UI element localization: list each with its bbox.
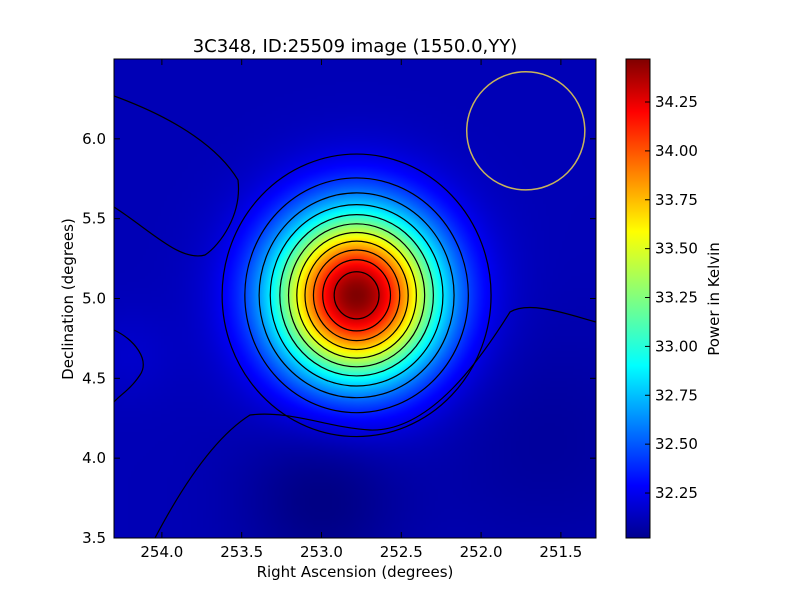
- colorbar-tick-label: 32.25: [655, 484, 698, 502]
- colorbar-tick-label: 33.75: [655, 191, 698, 209]
- contour-line: [296, 231, 417, 359]
- x-tick-label: 251.5: [539, 543, 582, 561]
- contour-line: [322, 259, 392, 332]
- y-tick-label: 4.5: [82, 369, 106, 387]
- heatmap-image: [114, 59, 596, 538]
- colorbar-tick-label: 33.00: [655, 337, 698, 355]
- x-axis: 254.0 253.5 253.0 252.5 252.0 251.5: [140, 59, 582, 561]
- x-tick-label: 254.0: [140, 543, 183, 561]
- colorbar-label: Power in Kelvin: [705, 242, 723, 356]
- beam-circle: [465, 71, 586, 191]
- contour-line: [244, 177, 469, 414]
- y-tick-label: 3.5: [82, 529, 106, 547]
- contour-line: [312, 249, 401, 342]
- chart-title: 3C348, ID:25509 image (1550.0,YY): [193, 36, 518, 57]
- contour-line: [221, 153, 492, 438]
- x-tick-label: 252.5: [380, 543, 423, 561]
- contour-line: [279, 214, 434, 377]
- contour-line: [333, 271, 380, 320]
- colorbar: [625, 58, 651, 539]
- y-tick-label: 5.5: [82, 210, 106, 228]
- y-axis: 3.5 4.0 4.5 5.0 5.5 6.0: [82, 130, 596, 547]
- colorbar-tick-label: 34.00: [655, 142, 698, 160]
- contour-line: [304, 240, 409, 351]
- contour-line: [114, 95, 596, 538]
- y-tick-label: 5.0: [82, 290, 106, 308]
- x-tick-label: 253.5: [220, 543, 263, 561]
- y-tick-label: 6.0: [82, 130, 106, 148]
- x-tick-label: 252.0: [460, 543, 503, 561]
- colorbar-tick-label: 34.25: [655, 93, 698, 111]
- contour-line: [287, 223, 426, 368]
- contour-line: [269, 204, 444, 387]
- colorbar-tick-label: 33.50: [655, 240, 698, 258]
- colorbar-axis: 32.25 32.50 32.75 33.00 33.25 33.50 33.75 34.00…: [645, 93, 698, 502]
- contour-line: [258, 192, 455, 399]
- colorbar-tick-label: 32.50: [655, 435, 698, 453]
- plot-area: [114, 59, 596, 538]
- colorbar-tick-label: 32.75: [655, 386, 698, 404]
- x-tick-label: 253.0: [300, 543, 343, 561]
- contour-lines: [114, 95, 596, 538]
- y-axis-label: Declination (degrees): [59, 218, 77, 380]
- y-tick-label: 4.0: [82, 449, 106, 467]
- x-axis-label: Right Ascension (degrees): [257, 563, 454, 581]
- colorbar-tick-label: 33.25: [655, 289, 698, 307]
